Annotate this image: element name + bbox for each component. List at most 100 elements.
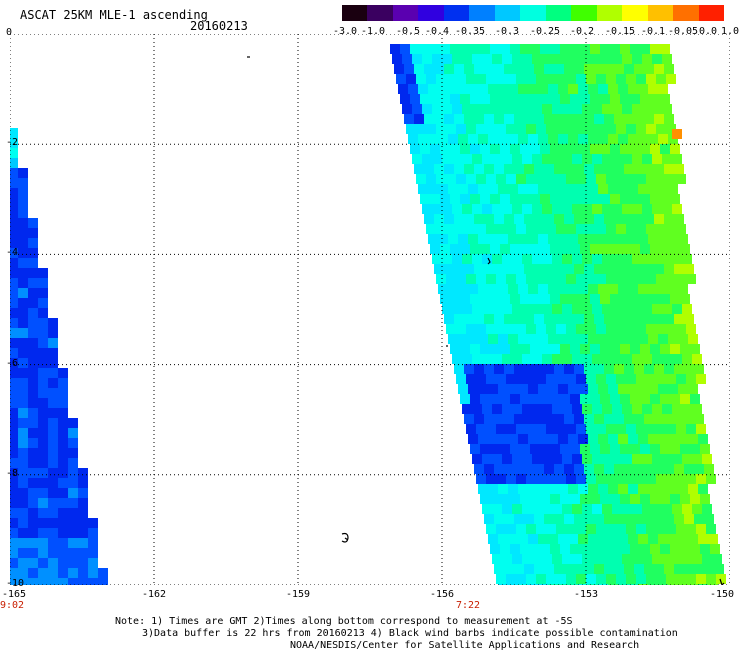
- swath-cell: [18, 348, 28, 358]
- swath-cell: [472, 54, 482, 64]
- swath-cell: [516, 324, 526, 334]
- swath-cell: [678, 434, 688, 444]
- swath-cell: [666, 274, 676, 284]
- swath-cell: [526, 224, 536, 234]
- swath-cell: [424, 214, 434, 224]
- swath-cell: [556, 174, 566, 184]
- swath-cell: [526, 324, 536, 334]
- swath-cell: [536, 274, 546, 284]
- swath-cell: [540, 494, 550, 504]
- swath-cell: [520, 294, 530, 304]
- swath-cell: [594, 314, 604, 324]
- swath-cell: [666, 324, 676, 334]
- swath-cell: [578, 134, 588, 144]
- swath-cell: [556, 224, 566, 234]
- swath-cell: [470, 244, 480, 254]
- swath-cell: [68, 498, 78, 508]
- swath-cell: [38, 538, 48, 548]
- swath-cell: [668, 384, 678, 394]
- swath-cell: [584, 364, 594, 374]
- swath-cell: [630, 44, 640, 54]
- swath-cell: [502, 104, 512, 114]
- swath-cell: [576, 424, 586, 434]
- swath-cell: [658, 134, 668, 144]
- swath-cell: [590, 94, 600, 104]
- swath-cell: [520, 94, 530, 104]
- swath-cell: [68, 558, 78, 568]
- swath-cell: [478, 184, 488, 194]
- swath-cell: [448, 184, 458, 194]
- swath-cell: [518, 134, 528, 144]
- swath-cell: [706, 574, 716, 584]
- swath-cell: [554, 64, 564, 74]
- swath-cell: [530, 94, 540, 104]
- swath-cell: [628, 384, 638, 394]
- swath-cell: [536, 224, 546, 234]
- swath-cell: [10, 418, 18, 428]
- swath-cell: [576, 274, 586, 284]
- swath-cell: [632, 154, 642, 164]
- swath-cell: [48, 348, 58, 358]
- swath-cell: [572, 204, 582, 214]
- swath-cell: [500, 544, 510, 554]
- colorbar-segment: [596, 5, 623, 21]
- swath-cell: [538, 184, 548, 194]
- swath-cell: [588, 584, 598, 585]
- swath-cell: [554, 214, 564, 224]
- colorbar-tick-label: 1.0: [720, 26, 740, 37]
- swath-cell: [18, 568, 28, 578]
- swath-cell: [430, 94, 440, 104]
- swath-cell: [460, 94, 470, 104]
- swath-cell: [436, 124, 446, 134]
- swath-cell: [638, 184, 648, 194]
- swath-cell: [536, 374, 546, 384]
- swath-cell: [448, 134, 458, 144]
- swath-cell: [464, 314, 474, 324]
- swath-cell: [492, 254, 502, 264]
- swath-cell: [694, 564, 704, 574]
- swath-cell: [506, 274, 516, 284]
- swath-cell: [564, 214, 574, 224]
- swath-cell: [38, 398, 48, 408]
- swath-cell: [472, 104, 482, 114]
- swath-cell: [560, 94, 570, 104]
- swath-cell: [546, 324, 556, 334]
- swath-cell: [558, 534, 568, 544]
- swath-cell: [644, 64, 654, 74]
- swath-cell: [652, 404, 662, 414]
- swath-cell: [622, 504, 632, 514]
- swath-cell: [450, 144, 460, 154]
- swath-cell: [10, 298, 18, 308]
- swath-cell: [482, 454, 492, 464]
- swath-cell: [462, 104, 472, 114]
- swath-cell: [28, 348, 38, 358]
- swath-cell: [604, 314, 614, 324]
- swath-cell: [10, 278, 18, 288]
- swath-cell: [608, 584, 618, 585]
- swath-cell: [624, 64, 634, 74]
- swath-cell: [508, 484, 518, 494]
- swath-cell: [696, 524, 706, 534]
- swath-cell: [504, 64, 514, 74]
- swath-cell: [582, 254, 592, 264]
- swath-cell: [18, 308, 28, 318]
- swath-cell: [530, 294, 540, 304]
- swath-cell: [566, 374, 576, 384]
- swath-cell: [488, 534, 498, 544]
- swath-cell: [550, 44, 560, 54]
- swath-cell: [48, 568, 58, 578]
- swath-cell: [620, 544, 630, 554]
- swath-cell: [470, 144, 480, 154]
- swath-cell: [512, 504, 522, 514]
- swath-cell: [38, 388, 48, 398]
- swath-cell: [98, 578, 108, 585]
- swath-cell: [690, 394, 700, 404]
- swath-cell: [592, 454, 602, 464]
- swath-cell: [474, 464, 484, 474]
- swath-cell: [562, 454, 572, 464]
- swath-cell: [592, 404, 602, 414]
- swath-cell: [68, 488, 78, 498]
- swath-cell: [650, 194, 660, 204]
- swath-cell: [486, 274, 496, 284]
- swath-cell: [10, 248, 18, 258]
